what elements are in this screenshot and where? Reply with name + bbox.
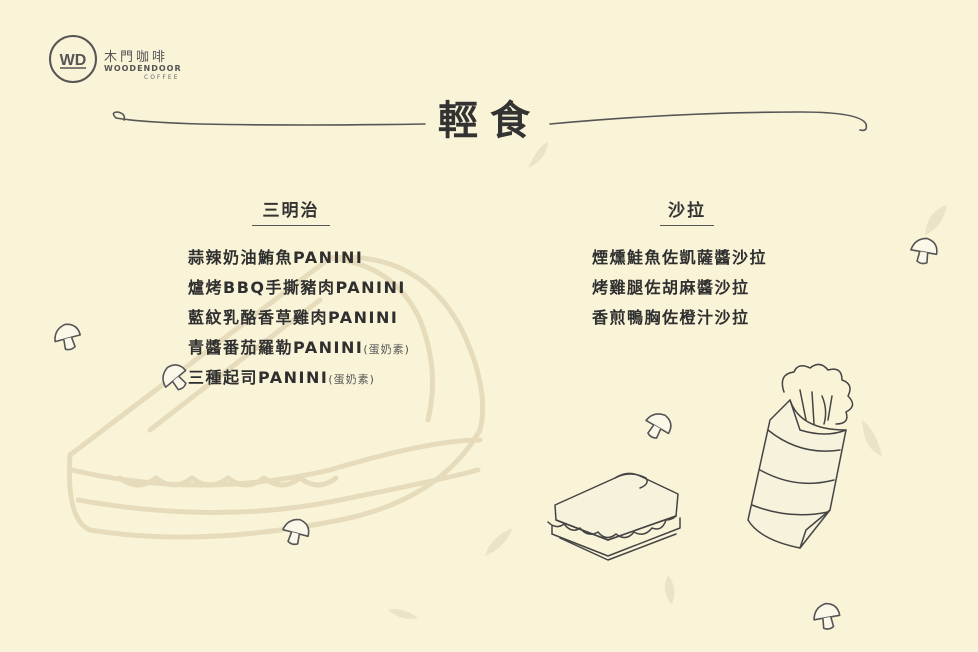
- menu-item: 青醬番茄羅勒PANINI(蛋奶素): [188, 333, 410, 363]
- menu-item: 香煎鴨胸佐橙汁沙拉: [592, 303, 767, 333]
- menu-item: 爐烤BBQ手撕豬肉PANINI: [188, 273, 410, 303]
- leaf-icon: [388, 142, 947, 619]
- svg-text:WD: WD: [60, 52, 87, 69]
- menu-item-name: 煙燻鮭魚佐凱薩醬沙拉: [592, 248, 768, 267]
- sandwich-heading: 三明治: [252, 196, 330, 226]
- menu-item-name: 青醬番茄羅勒PANINI: [188, 338, 364, 357]
- menu-item-name: 香煎鴨胸佐橙汁沙拉: [592, 308, 750, 327]
- menu-item-name: 蒜辣奶油鮪魚PANINI: [188, 248, 364, 267]
- menu-item-name: 爐烤BBQ手撕豬肉PANINI: [188, 278, 406, 297]
- brand-logo[interactable]: WD 木門咖啡 WOODENDOOR COFFEE: [48, 34, 208, 90]
- wrap-illustration-icon: [747, 363, 854, 549]
- brand-sub-en: COFFEE: [144, 74, 180, 81]
- menu-item: 藍紋乳酪香草雞肉PANINI: [188, 303, 410, 333]
- salad-heading: 沙拉: [660, 196, 714, 226]
- page-title: 輕食: [438, 98, 542, 144]
- title-divider: [112, 111, 868, 132]
- menu-item-name: 藍紋乳酪香草雞肉PANINI: [188, 308, 399, 327]
- logo-mark-icon: WD: [49, 35, 97, 83]
- mushroom-icon: [54, 237, 938, 630]
- brand-name-en: WOODENDOOR: [104, 64, 182, 73]
- menu-item-name: 烤雞腿佐胡麻醬沙拉: [592, 278, 750, 297]
- menu-item: 煙燻鮭魚佐凱薩醬沙拉: [592, 243, 767, 273]
- menu-item-note: (蛋奶素): [328, 373, 375, 386]
- menu-item: 蒜辣奶油鮪魚PANINI: [188, 243, 410, 273]
- sandwich-illustration-icon: [547, 472, 681, 561]
- menu-item: 三種起司PANINI(蛋奶素): [188, 363, 410, 393]
- sandwich-watermark-icon: [66, 254, 486, 540]
- menu-item-note: (蛋奶素): [363, 343, 410, 356]
- brand-name-cn: 木門咖啡: [104, 50, 169, 65]
- menu-item: 烤雞腿佐胡麻醬沙拉: [592, 273, 767, 303]
- salad-list: 煙燻鮭魚佐凱薩醬沙拉 烤雞腿佐胡麻醬沙拉 香煎鴨胸佐橙汁沙拉: [592, 243, 767, 333]
- sandwich-list: 蒜辣奶油鮪魚PANINI 爐烤BBQ手撕豬肉PANINI 藍紋乳酪香草雞肉PAN…: [188, 243, 410, 393]
- menu-item-name: 三種起司PANINI: [188, 368, 329, 387]
